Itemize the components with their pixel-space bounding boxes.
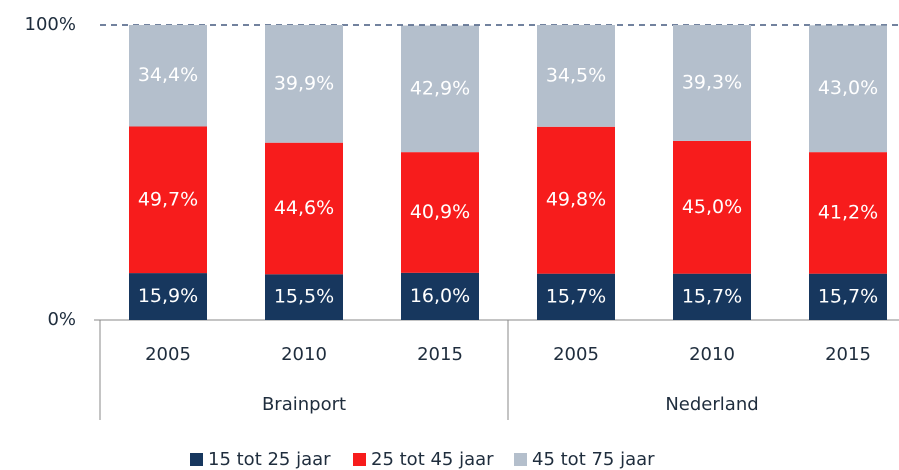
- bar-segment: [673, 140, 751, 274]
- bar-segment: [809, 152, 887, 274]
- bar-segment: [537, 126, 615, 274]
- value-label: 39,9%: [274, 72, 334, 94]
- value-label: 44,6%: [274, 197, 334, 219]
- bar-segment: [265, 25, 343, 143]
- x-tick-label: 2005: [553, 344, 599, 365]
- value-label: 43,0%: [818, 77, 878, 99]
- legend-label: 15 tot 25 jaar: [208, 449, 331, 470]
- x-tick-label: 2015: [417, 344, 463, 365]
- value-label: 45,0%: [682, 196, 742, 218]
- bar-segment: [129, 126, 207, 274]
- value-label: 15,5%: [274, 286, 334, 308]
- value-label: 15,9%: [138, 285, 198, 307]
- value-label: 34,5%: [546, 64, 606, 86]
- bar-segment: [809, 25, 887, 153]
- value-label: 41,2%: [818, 201, 878, 223]
- bar-segment: [673, 25, 751, 141]
- legend-label: 45 tot 75 jaar: [532, 449, 655, 470]
- bar-segment: [537, 273, 615, 320]
- bar-segment: [129, 25, 207, 127]
- x-tick-label: 2005: [145, 344, 191, 365]
- value-label: 34,4%: [138, 64, 198, 86]
- bar-segment: [265, 142, 343, 275]
- value-label: 49,8%: [546, 189, 606, 211]
- bar-segment: [129, 273, 207, 320]
- x-tick-label: 2015: [825, 344, 871, 365]
- y-tick-label: 0%: [47, 309, 76, 330]
- legend-swatch: [353, 453, 366, 466]
- bar-segment: [673, 273, 751, 320]
- group-label: Nederland: [665, 394, 758, 415]
- value-label: 40,9%: [410, 201, 470, 223]
- x-tick-label: 2010: [689, 344, 735, 365]
- x-tick-label: 2010: [281, 344, 327, 365]
- group-label: Brainport: [262, 394, 346, 415]
- bar-segment: [265, 274, 343, 320]
- value-label: 15,7%: [546, 285, 606, 307]
- value-label: 49,7%: [138, 188, 198, 210]
- bar-segment: [401, 152, 479, 273]
- value-label: 15,7%: [682, 285, 742, 307]
- value-label: 42,9%: [410, 77, 470, 99]
- bar-segment: [401, 272, 479, 320]
- bar-segment: [401, 25, 479, 153]
- value-label: 15,7%: [818, 285, 878, 307]
- bar-segment: [537, 25, 615, 127]
- legend-swatch: [514, 453, 527, 466]
- bar-segment: [809, 273, 887, 320]
- legend-swatch: [190, 453, 203, 466]
- legend-label: 25 tot 45 jaar: [371, 449, 494, 470]
- y-tick-label: 100%: [25, 14, 76, 35]
- value-label: 39,3%: [682, 71, 742, 93]
- value-label: 16,0%: [410, 285, 470, 307]
